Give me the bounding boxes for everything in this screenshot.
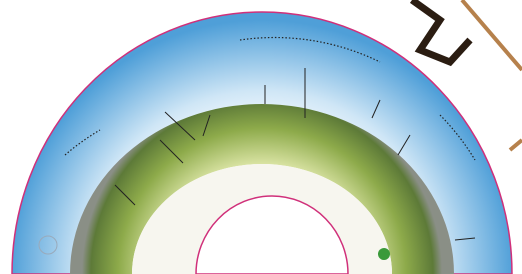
- tan-stick: [462, 0, 522, 70]
- logo: [378, 248, 390, 260]
- page: (() => { const data = JSON.parse(documen…: [0, 0, 522, 274]
- photo: [0, 0, 522, 274]
- tan-stick: [510, 140, 522, 150]
- dark-stick: [412, 0, 470, 62]
